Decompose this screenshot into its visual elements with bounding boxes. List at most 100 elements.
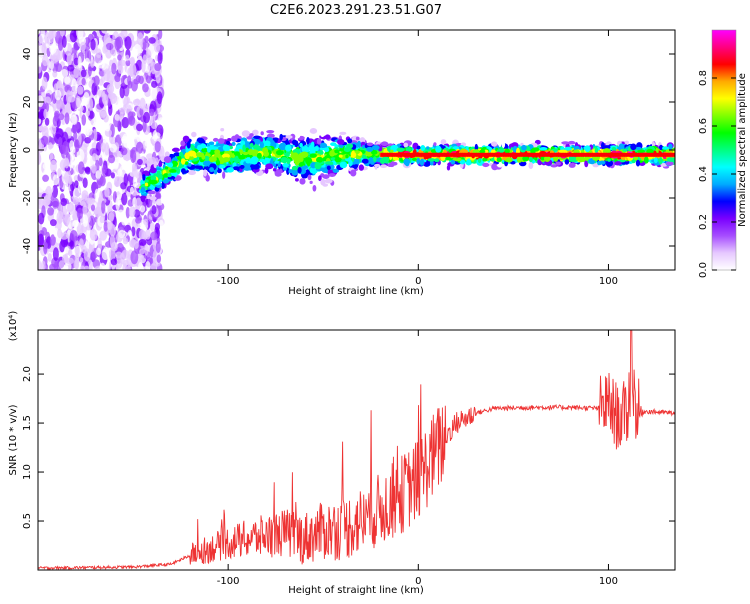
heatmap-cell [313, 146, 319, 152]
heatmap-cell [605, 159, 614, 167]
heatmap-cell [615, 152, 619, 157]
heatmap-cell [366, 146, 374, 152]
heatmap-cell [380, 164, 387, 168]
heatmap-cell [82, 205, 88, 216]
heatmap-cell [427, 158, 436, 162]
heatmap-cell [336, 139, 345, 145]
heatmap-cell [611, 146, 617, 152]
heatmap-cell [143, 243, 149, 256]
heatmap-cell [307, 174, 312, 181]
heatmap-cell [282, 166, 288, 171]
heatmap-cell [100, 142, 106, 153]
heatmap-cell [100, 76, 106, 84]
heatmap-cell [49, 219, 57, 227]
heatmap-cell [90, 204, 96, 211]
heatmap-cell [64, 76, 71, 85]
heatmap-cell [560, 152, 564, 157]
heatmap-cell [446, 152, 450, 157]
heatmap-cell [435, 152, 438, 157]
heatmap-cell [330, 142, 337, 147]
heatmap-cell [380, 152, 384, 157]
heatmap-cell [42, 174, 50, 182]
heatmap-cell [158, 117, 165, 125]
heatmap-cell [508, 152, 511, 157]
heatmap-cell [81, 245, 87, 254]
heatmap-cell [322, 183, 329, 187]
heatmap-cell [370, 160, 375, 165]
x-tick-label: -100 [217, 576, 240, 587]
heatmap-cell [517, 152, 520, 157]
heatmap-cell [426, 146, 430, 150]
heatmap-cell [393, 152, 397, 157]
heatmap-cell [44, 117, 50, 126]
heatmap-cell [90, 38, 96, 51]
heatmap-cell [132, 131, 138, 140]
heatmap-cell [70, 114, 78, 125]
heatmap-cell [135, 59, 143, 71]
heatmap-cell [150, 231, 158, 241]
x-tick-label: 100 [599, 576, 618, 587]
colorbar-tick-label: 0.8 [698, 70, 709, 86]
heatmap-cell [177, 155, 182, 161]
heatmap-cell [72, 187, 81, 200]
y-tick-label: 1.0 [22, 464, 33, 480]
heatmap-cell [581, 152, 584, 157]
heatmap-cell [158, 179, 163, 183]
heatmap-cell [180, 140, 186, 147]
heatmap-cell [115, 251, 123, 259]
heatmap-cell [213, 169, 218, 175]
heatmap-cell [635, 159, 641, 167]
heatmap-cell [263, 150, 270, 157]
heatmap-cell [658, 152, 662, 157]
heatmap-cell [158, 30, 163, 40]
heatmap-cell [301, 146, 310, 153]
heatmap-cell [187, 170, 196, 176]
heatmap-cell [552, 148, 558, 152]
heatmap-cell [533, 152, 536, 157]
heatmap-cell [178, 151, 184, 158]
spectrogram-heatmap [38, 30, 675, 270]
heatmap-cell [387, 163, 393, 167]
heatmap-cell [136, 32, 144, 46]
heatmap-cell [142, 174, 146, 181]
heatmap-cell [390, 149, 394, 153]
heatmap-cell [608, 152, 612, 157]
heatmap-cell [565, 152, 568, 157]
spectrogram-ylabel: Frequency (Hz) [8, 112, 19, 188]
heatmap-cell [198, 165, 204, 170]
heatmap-cell [346, 143, 354, 149]
heatmap-cell [67, 64, 75, 72]
heatmap-cell [129, 56, 136, 66]
heatmap-cell [150, 175, 157, 182]
heatmap-cell [221, 153, 230, 159]
heatmap-cell [51, 30, 57, 38]
heatmap-cell [501, 141, 506, 149]
heatmap-cell [420, 145, 426, 152]
heatmap-cell [47, 207, 55, 216]
heatmap-cell [155, 74, 161, 84]
heatmap-cell [80, 69, 87, 78]
heatmap-cell [333, 149, 340, 154]
heatmap-cell [555, 161, 561, 166]
heatmap-cell [373, 156, 377, 163]
heatmap-cell [512, 152, 516, 157]
heatmap-cell [471, 152, 475, 157]
heatmap-cell [603, 145, 611, 150]
heatmap-cell [131, 162, 137, 172]
heatmap-cell [309, 149, 316, 155]
heatmap-cell [157, 51, 163, 65]
heatmap-cell [212, 137, 219, 142]
heatmap-cell [63, 213, 70, 226]
heatmap-cell [319, 129, 326, 138]
heatmap-cell [409, 152, 413, 157]
heatmap-cell [128, 115, 136, 126]
heatmap-cell [440, 139, 447, 145]
heatmap-cell [578, 152, 582, 157]
heatmap-cell [88, 97, 94, 111]
heatmap-cell [480, 152, 484, 157]
heatmap-cell [226, 145, 231, 152]
heatmap-cell [145, 96, 151, 105]
heatmap-cell [110, 258, 118, 266]
heatmap-cell [537, 152, 541, 157]
